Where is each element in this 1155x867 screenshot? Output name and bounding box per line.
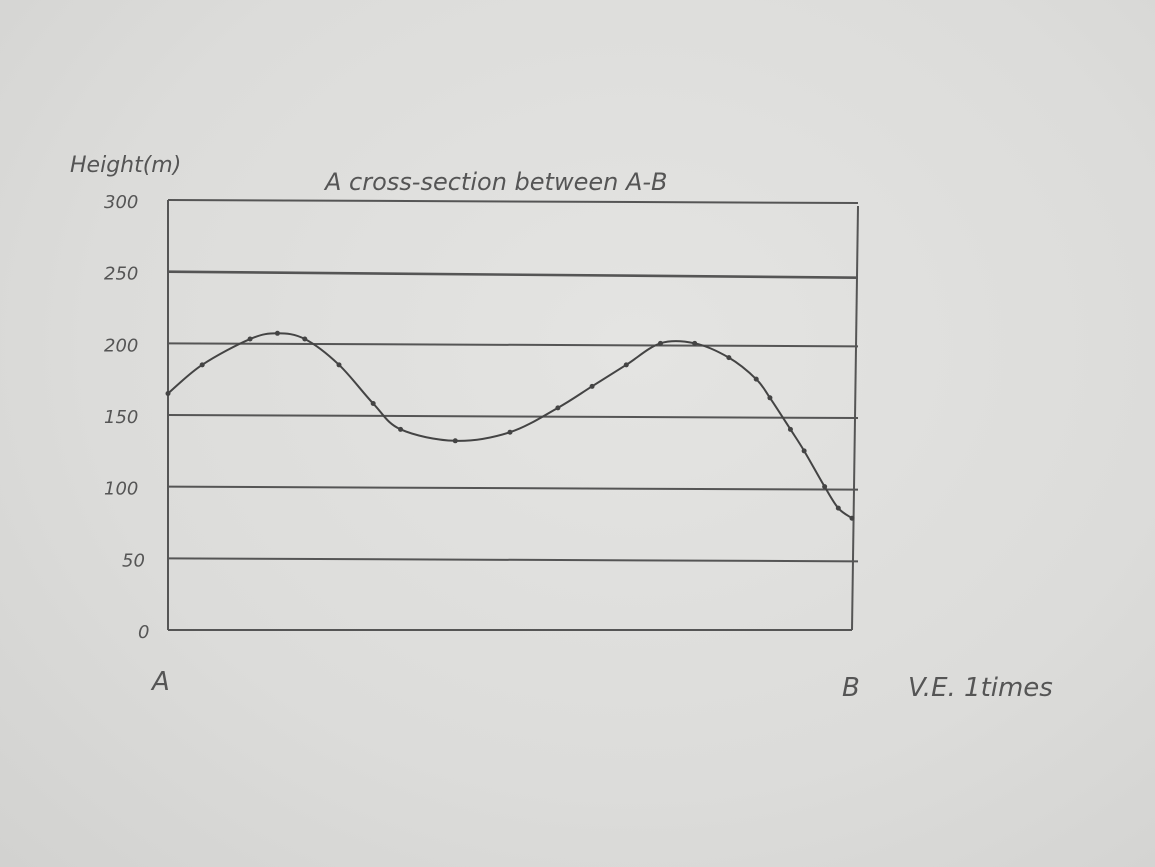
profile-point — [822, 484, 828, 490]
profile-point — [623, 362, 629, 368]
profile-points — [165, 330, 855, 521]
profile-line — [167, 332, 853, 520]
profile-point — [274, 330, 280, 336]
profile-point — [657, 340, 663, 346]
profile-point — [801, 448, 807, 454]
endpoint-b-label: B — [842, 673, 860, 703]
profile-point — [199, 362, 205, 368]
profile-point — [767, 395, 773, 401]
profile-point — [692, 340, 698, 346]
y-axis-label: Height(m) — [70, 153, 181, 178]
axes — [167, 200, 859, 631]
grid-line-50 — [167, 557, 859, 563]
grid-lines — [167, 199, 859, 563]
profile-point — [452, 438, 458, 444]
y-tick-label-300: 300 — [104, 192, 138, 213]
endpoint-a-label: A — [150, 667, 170, 697]
profile-point — [165, 391, 171, 396]
profile-point — [835, 505, 841, 511]
grid-line-250 — [167, 270, 859, 279]
profile-point — [787, 426, 793, 432]
profile-point — [370, 401, 376, 407]
y-tick-label-0: 0 — [138, 622, 149, 643]
grid-line-150 — [167, 414, 859, 419]
profile-point — [726, 355, 732, 361]
profile-point — [247, 336, 253, 342]
chart-title: A cross-section between A-B — [323, 168, 667, 196]
grid-line-100 — [167, 485, 859, 491]
profile-point — [336, 362, 342, 368]
profile-point — [507, 429, 513, 435]
grid-line-300 — [167, 199, 859, 204]
profile-point — [555, 405, 561, 411]
y-tick-labels: 0 50 100 150 200 250 300 — [104, 192, 149, 643]
y-tick-label-100: 100 — [104, 479, 138, 500]
vertical-exaggeration-note: V.E. 1times — [908, 673, 1053, 703]
profile-point — [753, 376, 759, 382]
y-tick-label-50: 50 — [122, 550, 145, 571]
profile-point — [589, 383, 595, 389]
profile-point — [398, 426, 404, 432]
profile-point — [849, 515, 855, 521]
profile-point — [302, 336, 308, 342]
y-tick-label-200: 200 — [104, 335, 138, 356]
y-tick-label-250: 250 — [104, 264, 138, 285]
grid-line-200 — [167, 342, 859, 348]
y-tick-label-150: 150 — [104, 407, 138, 428]
right-edge — [851, 205, 859, 631]
